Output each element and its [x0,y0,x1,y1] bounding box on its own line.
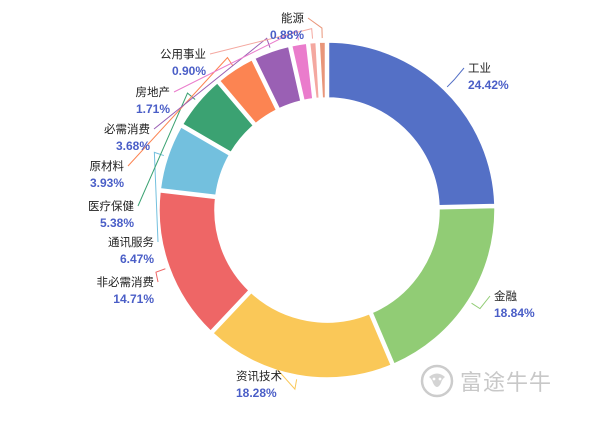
slice-10[interactable] [308,41,321,100]
donut-slices [158,41,496,379]
watermark-text: 富途牛牛 [460,371,553,396]
slice-6[interactable] [181,82,255,154]
leader-line-9 [173,29,299,93]
slice-1[interactable] [327,41,496,207]
slice-percent-label-9: 1.71% [136,102,170,116]
slice-category-label-2: 金融 [494,289,517,303]
slice-category-label-7: 原材料 [90,159,125,173]
slice-2[interactable] [371,206,496,365]
slice-category-label-11: 能源 [281,11,304,25]
slice-percent-label-3: 18.28% [236,386,277,400]
slice-category-label-1: 工业 [468,61,491,75]
slice-8[interactable] [253,45,302,110]
slice-percent-label-7: 3.93% [90,176,124,190]
slice-percent-label-1: 24.42% [468,78,509,92]
slice-category-label-5: 通讯服务 [108,235,154,249]
slice-percent-label-10: 0.90% [172,64,206,78]
leader-line-3 [275,367,298,391]
slice-percent-label-6: 5.38% [100,216,134,230]
leader-line-11 [307,17,323,39]
leader-line-10 [209,28,314,55]
slice-category-label-9: 房地产 [136,85,171,99]
slice-category-label-8: 必需消费 [104,122,150,136]
slice-category-label-4: 非必需消费 [97,275,155,289]
slice-9[interactable] [290,42,314,102]
slice-percent-label-5: 6.47% [120,252,154,266]
leader-line-2 [471,295,491,310]
watermark-logo-icon [420,364,454,398]
slice-category-label-6: 医疗保健 [88,199,134,213]
slice-percent-label-4: 14.71% [113,292,154,306]
slice-percent-label-2: 18.84% [494,306,535,320]
slice-3[interactable] [212,291,393,379]
slice-4[interactable] [158,191,250,332]
slice-category-label-3: 资讯技术 [236,369,282,383]
watermark: 富途牛牛 [420,364,552,398]
slice-percent-label-11: 0.88% [270,28,304,42]
slice-percent-label-8: 3.68% [116,139,150,153]
slice-11[interactable] [318,41,327,99]
slice-5[interactable] [159,126,231,197]
leader-line-1 [446,67,465,88]
slice-labels: 工业 24.42% 金融 18.84% 资讯技术 18.28% 非必需消费 14.71% 通讯服… [88,11,535,400]
slice-category-label-10: 公用事业 [160,47,206,61]
leader-lines [127,17,491,391]
slice-7[interactable] [218,58,278,125]
leader-line-4 [155,268,166,283]
